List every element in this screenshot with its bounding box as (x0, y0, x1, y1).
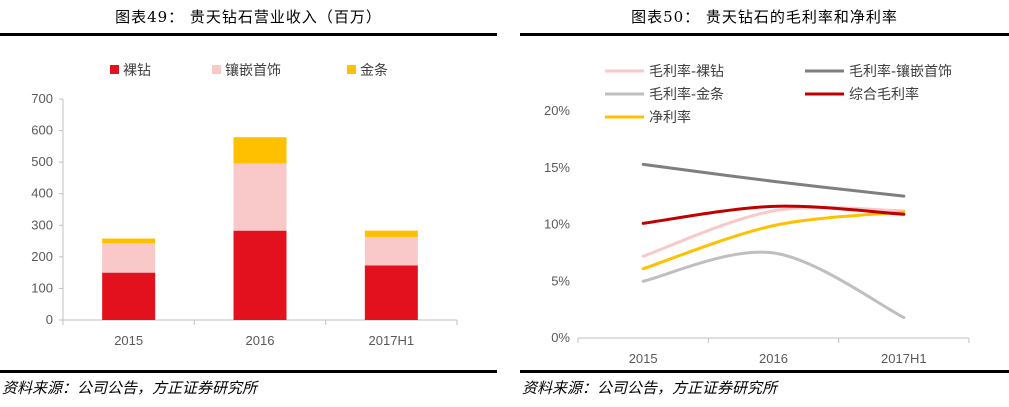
line-maoli-luozuan (641, 206, 906, 258)
bar-xiangqian-2017H1 (364, 236, 418, 266)
legend-label: 毛利率-裸钻 (649, 63, 724, 80)
bar-jintiao-2015 (102, 238, 156, 244)
bar-luozuan-2015 (102, 272, 156, 320)
x-tick-label: 2016 (759, 351, 788, 366)
x-tick-label: 2016 (246, 333, 275, 348)
line-maoli-xiangqian (641, 162, 906, 198)
y-tick-label: 15% (544, 160, 570, 175)
y-tick-label: 10% (544, 217, 570, 232)
bar-luozuan-2016 (233, 230, 287, 320)
y-tick-label: 300 (31, 217, 53, 232)
legend-swatch (110, 65, 119, 74)
y-tick-label: 0% (551, 330, 570, 345)
left-top-rule (0, 33, 497, 36)
y-tick-label: 500 (31, 154, 53, 169)
right-bottom-rule (520, 370, 1009, 373)
left-bottom-rule (0, 370, 497, 373)
line-zonghe-maoli (641, 204, 906, 225)
right-top-rule (520, 33, 1009, 36)
right-chart-title: 图表50： 贵天钻石的毛利率和净利率 (631, 8, 898, 26)
legend-swatch (212, 65, 221, 74)
y-tick-label: 20% (544, 103, 570, 118)
legend-swatch (347, 65, 356, 74)
line-maoli-jintiao (641, 250, 906, 320)
legend-label: 净利率 (649, 109, 691, 126)
left-bar-chart: 0 100 200 300 400 500 600 700 2015 2016 2017H1 裸钻 镶嵌… (31, 62, 458, 348)
legend-label: 镶嵌首饰 (225, 62, 281, 79)
bar-xiangqian-2016 (233, 163, 287, 231)
right-line-chart: 0% 5% 10% 15% 20% 2015 2016 2017H1 毛利率-裸钻 毛利率-镶嵌首… (544, 63, 970, 366)
right-source-note: 资料来源：公司公告，方正证券研究所 (522, 379, 778, 397)
y-tick-label: 600 (31, 123, 53, 138)
left-chart-title: 图表49： 贵天钻石营业收入（百万） (115, 8, 382, 26)
left-source-note: 资料来源：公司公告，方正证券研究所 (2, 379, 258, 397)
x-tick-label: 2017H1 (369, 333, 415, 348)
x-tick-label: 2017H1 (881, 351, 927, 366)
y-tick-label: 700 (31, 91, 53, 106)
y-tick-label: 200 (31, 249, 53, 264)
legend-label: 金条 (360, 62, 388, 79)
bar-luozuan-2017H1 (364, 265, 418, 320)
legend-label: 毛利率-镶嵌首饰 (849, 63, 952, 80)
legend-label: 毛利率-金条 (649, 86, 724, 103)
y-tick-label: 0 (46, 312, 53, 327)
bar-jintiao-2017H1 (364, 230, 418, 237)
bar-jintiao-2016 (233, 137, 287, 164)
bar-xiangqian-2015 (102, 243, 156, 273)
y-tick-label: 400 (31, 186, 53, 201)
legend-label: 综合毛利率 (849, 86, 919, 103)
y-tick-label: 100 (31, 280, 53, 295)
x-tick-label: 2015 (114, 333, 143, 348)
left-chart-panel: 图表49： 贵天钻石营业收入（百万） 0 100 200 300 400 500 600 70… (0, 0, 497, 407)
legend-label: 裸钻 (123, 63, 151, 79)
right-chart-panel: 图表50： 贵天钻石的毛利率和净利率 0% 5% 10% 15% 20% 2015 2016… (520, 0, 1009, 407)
x-tick-label: 2015 (629, 351, 658, 366)
line-jinglilv (641, 210, 906, 271)
y-tick-label: 5% (551, 273, 570, 288)
